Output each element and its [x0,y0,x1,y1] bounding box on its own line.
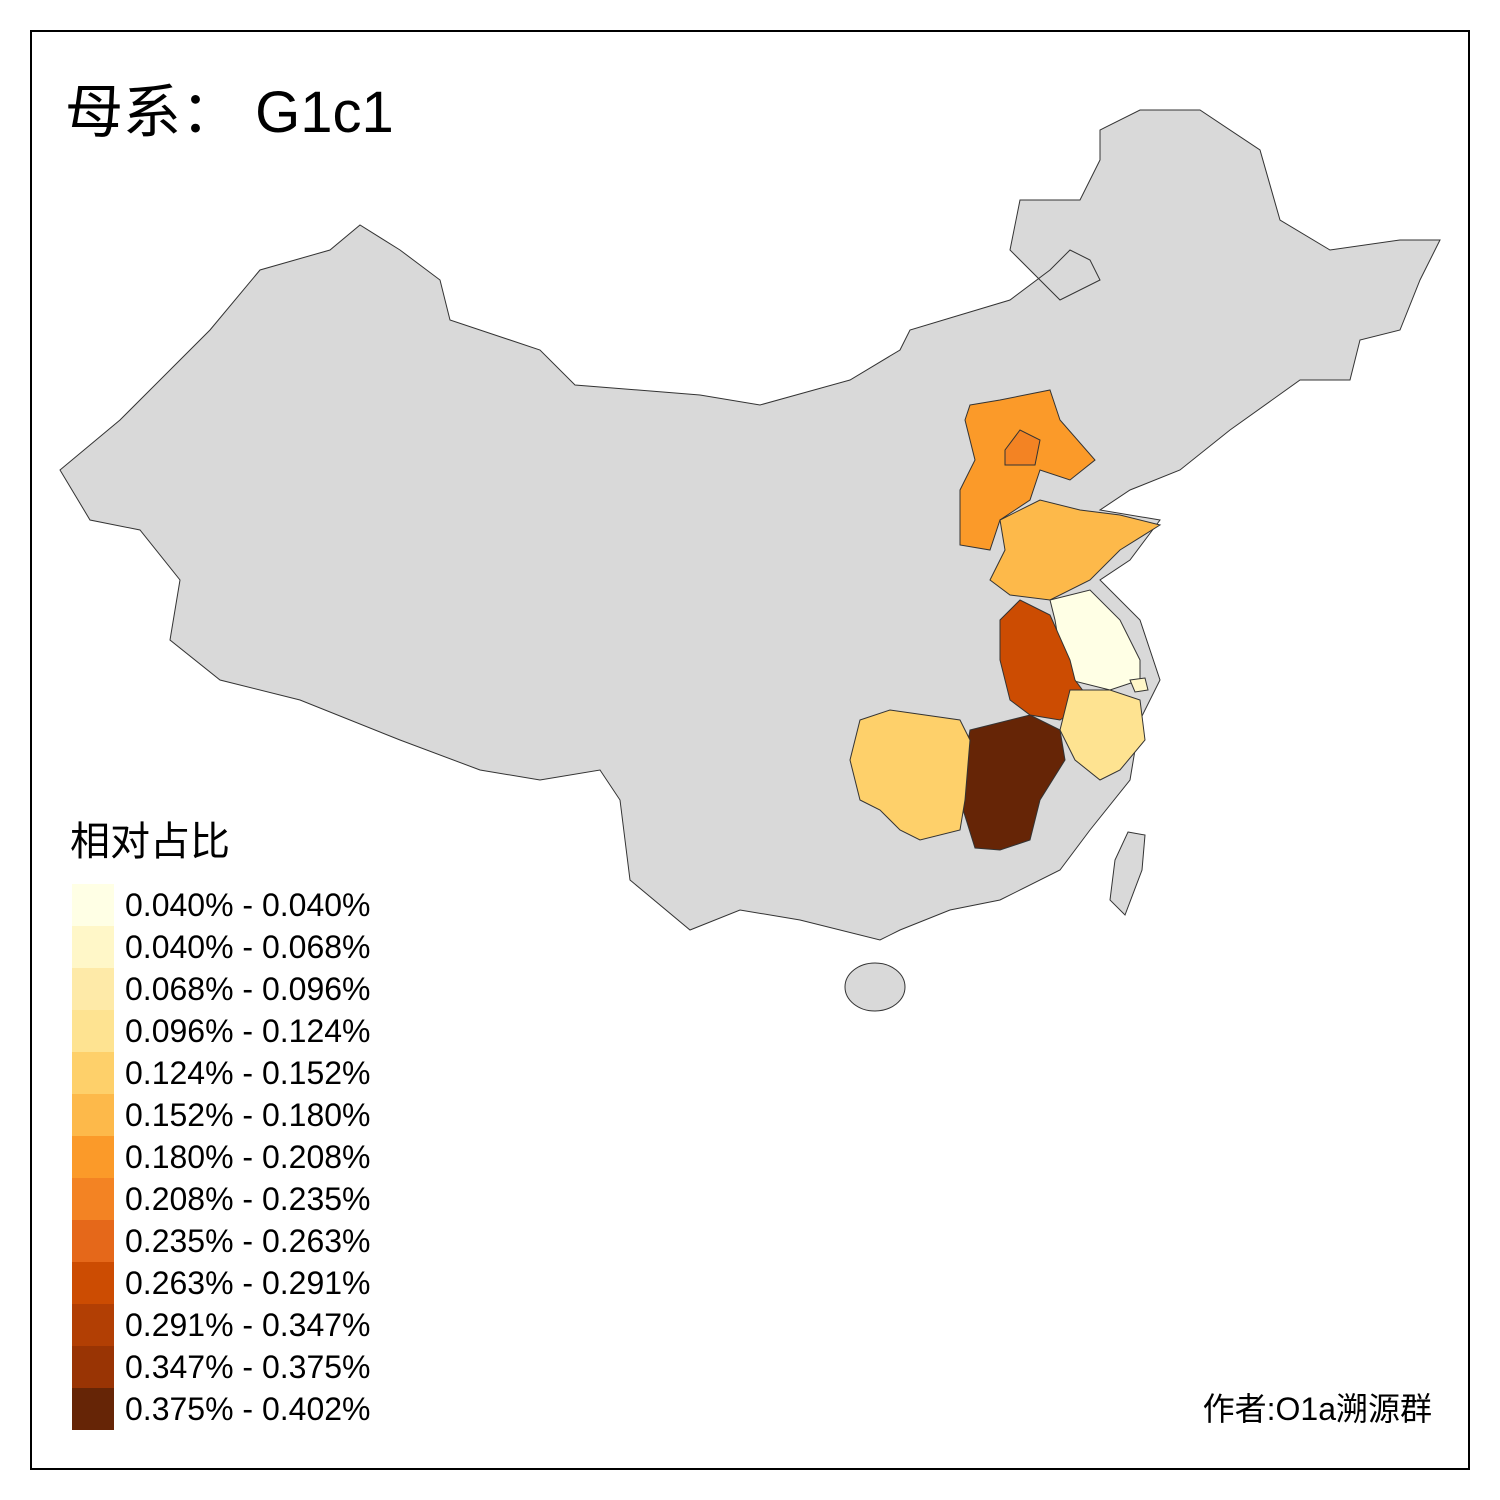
map-title: 母系： G1c1 [65,80,394,145]
legend-swatch [72,1388,114,1430]
region [849,709,971,841]
legend-label: 0.180% - 0.208% [125,1139,371,1175]
legend-label: 0.068% - 0.096% [125,971,371,1007]
island [1109,831,1146,916]
legend-label: 0.375% - 0.402% [125,1391,371,1427]
region [989,499,1162,601]
legend-swatch [72,1304,114,1346]
legend-swatch [72,1136,114,1178]
map [59,109,1441,1012]
legend-label: 0.096% - 0.124% [125,1013,371,1049]
legend-label: 0.208% - 0.235% [125,1181,371,1217]
region [1129,677,1149,693]
author-credit: 作者:O1a溯源群 [1203,1391,1432,1427]
legend-label: 0.152% - 0.180% [125,1097,371,1133]
legend-label: 0.347% - 0.375% [125,1349,371,1385]
legend-swatch [72,1052,114,1094]
legend-title: 相对占比 [70,820,230,864]
legend-swatch [72,884,114,926]
legend-swatch [72,1178,114,1220]
legend-label: 0.040% - 0.040% [125,887,371,923]
legend-swatch [72,926,114,968]
legend-swatch [72,1220,114,1262]
legend-swatch [72,1262,114,1304]
island [844,962,906,1012]
legend-label: 0.040% - 0.068% [125,929,371,965]
legend-label: 0.291% - 0.347% [125,1307,371,1343]
legend-swatch [72,1346,114,1388]
region [959,389,1096,551]
legend-swatch [72,1010,114,1052]
region [1059,689,1146,781]
legend-label: 0.263% - 0.291% [125,1265,371,1301]
frame [30,30,1470,1470]
legend-swatch [72,1094,114,1136]
region [1004,429,1041,466]
legend: 0.040% - 0.040% 0.040% - 0.068% 0.068% - 0… [72,884,371,1430]
legend-swatch [72,968,114,1010]
legend-label: 0.124% - 0.152% [125,1055,371,1091]
legend-label: 0.235% - 0.263% [125,1223,371,1259]
